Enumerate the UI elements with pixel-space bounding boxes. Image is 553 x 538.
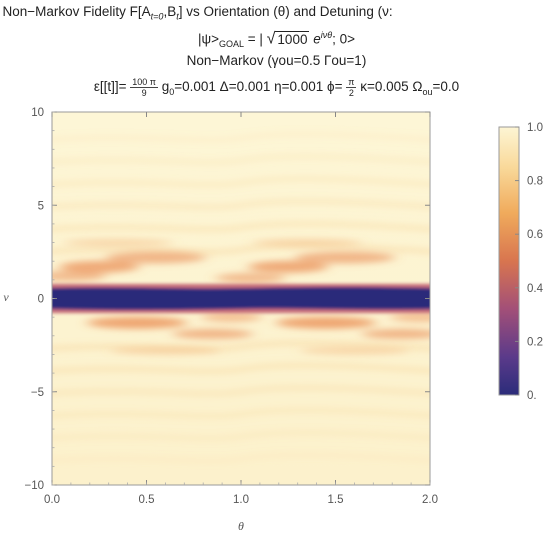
fidelity-lobe: [105, 251, 206, 264]
fidelity-lobe: [248, 260, 329, 273]
colorbar-tick-label: 0.2: [527, 336, 543, 348]
colorbar-tick-label: 0.6: [527, 229, 543, 241]
fidelity-lobe: [215, 272, 286, 283]
fidelity-lobe: [276, 316, 377, 329]
x-axis-label: θ: [238, 519, 244, 533]
chart-title-line-3: Non−Markov (γou=0.5 Γou=1): [186, 53, 367, 68]
ripple-stripe: [52, 385, 430, 397]
ripple-stripe: [52, 430, 430, 441]
x-tick-label: 2.0: [422, 494, 438, 506]
heatmap-low-fidelity-band: [52, 283, 430, 314]
ripple-stripe: [52, 131, 430, 143]
colorbar-ticks: 1.0 0.8 0.6 0.4 0.2 0.: [515, 122, 544, 402]
x-tick-label: 0.0: [44, 494, 60, 506]
ripple-stripe: [52, 452, 430, 464]
fidelity-lobe: [294, 251, 395, 264]
fidelity-lobe-faint: [110, 346, 221, 355]
fidelity-lobe: [87, 316, 188, 329]
fidelity-lobe: [59, 260, 140, 273]
colorbar-tick-label: 1.0: [527, 122, 543, 134]
ripple-stripe: [52, 176, 430, 188]
y-axis-label: ν: [3, 290, 9, 304]
colorbar-tick-label: 0.8: [527, 176, 543, 188]
ripple-stripe: [52, 154, 430, 165]
fidelity-lobe: [172, 328, 253, 339]
y-tick-label: 5: [38, 200, 44, 212]
fidelity-lobe-faint: [252, 238, 363, 247]
y-tick-label: 0: [38, 294, 44, 306]
heatmap-fidelity-lobes: [52, 238, 430, 355]
ripple-stripe: [52, 340, 430, 352]
colorbar-tick-label: 0.: [527, 390, 537, 402]
ripple-stripe: [52, 243, 430, 255]
x-tick-label: 1.5: [328, 494, 344, 506]
ripple-stripe: [52, 407, 430, 419]
fidelity-lobe-faint: [63, 238, 174, 247]
fidelity-lobe: [361, 328, 430, 339]
fidelity-lobe: [52, 271, 106, 282]
x-tick-label: 1.0: [233, 494, 249, 506]
ripple-stripe: [52, 221, 430, 232]
band-core: [52, 287, 430, 310]
heatmap-ripple-stripes: [52, 131, 430, 464]
fidelity-lobe-faint: [299, 346, 410, 355]
y-tick-label: −5: [31, 387, 44, 399]
y-tick-label: 10: [31, 107, 44, 119]
ripple-stripe: [52, 198, 430, 210]
x-tick-label: 0.5: [139, 494, 155, 506]
x-axis: 0.0 0.5 1.0 1.5 2.0: [44, 112, 438, 506]
colorbar-tick-label: 0.4: [527, 283, 544, 295]
fidelity-lobe: [390, 312, 430, 323]
colorbar-gradient: [498, 126, 520, 396]
y-axis: 10 5 0 −5 −10: [24, 107, 430, 492]
chart-title-line-1: x Non−Markov Fidelity F[At=0,Bt] vs Orie…: [0, 4, 393, 22]
heatmap-plot-area: [52, 112, 430, 485]
chart-title-line-2: |ψ>GOAL = | √ 1000 eiνθ; 0>: [197, 30, 356, 50]
colorbar: 1.0 0.8 0.6 0.4 0.2 0.: [498, 122, 544, 402]
fidelity-lobe: [201, 312, 262, 323]
y-tick-label: −10: [24, 480, 44, 492]
ripple-stripe: [52, 362, 430, 374]
